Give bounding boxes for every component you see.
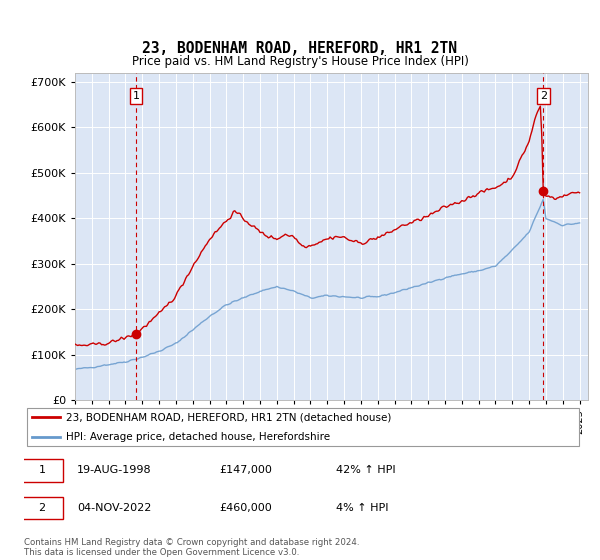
Text: £460,000: £460,000 [220,503,272,513]
Text: 23, BODENHAM ROAD, HEREFORD, HR1 2TN: 23, BODENHAM ROAD, HEREFORD, HR1 2TN [143,41,458,56]
FancyBboxPatch shape [27,408,579,446]
FancyBboxPatch shape [21,497,63,520]
Text: 2: 2 [539,91,547,101]
Text: Price paid vs. HM Land Registry's House Price Index (HPI): Price paid vs. HM Land Registry's House … [131,55,469,68]
Text: 1: 1 [38,465,46,475]
Text: 2: 2 [38,503,46,513]
Text: £147,000: £147,000 [220,465,272,475]
Text: 19-AUG-1998: 19-AUG-1998 [77,465,152,475]
Text: 23, BODENHAM ROAD, HEREFORD, HR1 2TN (detached house): 23, BODENHAM ROAD, HEREFORD, HR1 2TN (de… [66,412,391,422]
Text: Contains HM Land Registry data © Crown copyright and database right 2024.
This d: Contains HM Land Registry data © Crown c… [24,538,359,557]
Text: 1: 1 [133,91,140,101]
Text: 4% ↑ HPI: 4% ↑ HPI [337,503,389,513]
Text: 42% ↑ HPI: 42% ↑ HPI [337,465,396,475]
FancyBboxPatch shape [21,459,63,482]
Text: 04-NOV-2022: 04-NOV-2022 [77,503,151,513]
Text: HPI: Average price, detached house, Herefordshire: HPI: Average price, detached house, Here… [66,432,330,442]
